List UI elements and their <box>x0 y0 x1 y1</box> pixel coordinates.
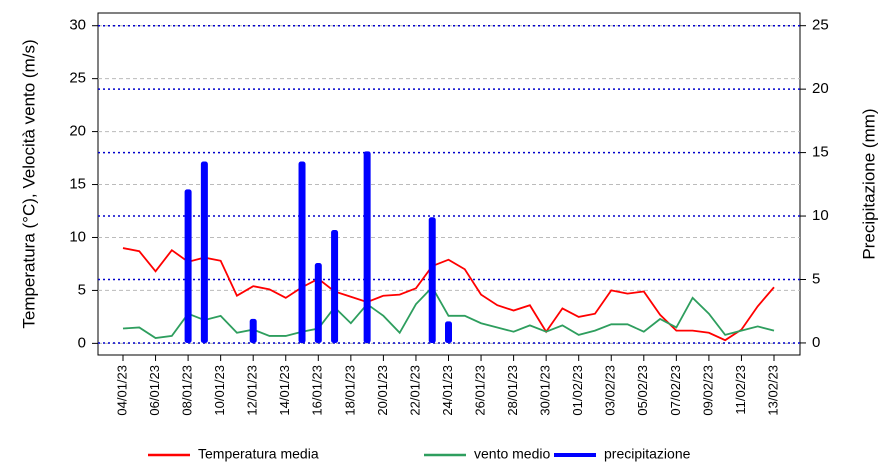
y2-tick-label: 5 <box>812 270 820 287</box>
x-tick-label: 11/02/23 <box>733 365 748 415</box>
y-tick-label: 20 <box>69 123 86 140</box>
legend-label: precipitazione <box>604 446 691 462</box>
x-tick-label: 01/02/23 <box>570 365 585 416</box>
y2-tick-label: 15 <box>812 144 829 161</box>
y2-tick-label: 20 <box>812 80 829 97</box>
x-tick-label: 10/01/23 <box>212 365 227 416</box>
bar <box>428 217 436 343</box>
y-tick-label: 15 <box>69 175 86 192</box>
bar <box>314 262 322 343</box>
bar <box>200 161 208 343</box>
x-tick-label: 26/01/23 <box>472 365 487 416</box>
bar <box>249 318 257 343</box>
y-tick-label: 5 <box>78 281 86 298</box>
x-tick-label: 12/01/23 <box>245 365 260 416</box>
x-tick-label: 05/02/23 <box>635 365 650 416</box>
y-tick-label: 30 <box>69 17 86 34</box>
x-tick-label: 03/02/23 <box>603 365 618 416</box>
y-axis-label: Temperatura (°C), Velocità vento (m/s) <box>19 39 38 328</box>
x-tick-label: 04/01/23 <box>114 365 129 416</box>
x-tick-label: 07/02/23 <box>668 365 683 416</box>
bar <box>331 230 339 343</box>
bar <box>184 189 192 343</box>
legend-label: vento medio <box>474 446 550 462</box>
x-tick-label: 09/02/23 <box>700 365 715 416</box>
x-tick-label: 08/01/23 <box>180 365 195 416</box>
x-tick-label: 13/02/23 <box>765 365 780 416</box>
y2-axis-label: Precipitazione (mm) <box>859 108 878 259</box>
x-tick-label: 28/01/23 <box>505 365 520 416</box>
y-tick-label: 25 <box>69 70 86 87</box>
x-tick-label: 16/01/23 <box>310 365 325 416</box>
bar <box>445 321 452 343</box>
y2-tick-label: 0 <box>812 334 820 351</box>
x-tick-label: 14/01/23 <box>277 365 292 416</box>
y-tick-label: 10 <box>69 228 86 245</box>
x-tick-label: 06/01/23 <box>147 365 162 416</box>
y-tick-label: 0 <box>78 334 86 351</box>
line <box>122 247 775 342</box>
legend-label: Temperatura media <box>198 446 319 462</box>
x-tick-label: 24/01/23 <box>440 365 455 416</box>
x-tick-label: 20/01/23 <box>375 365 390 416</box>
x-tick-label: 22/01/23 <box>407 365 422 416</box>
y2-tick-label: 25 <box>812 17 829 34</box>
y2-tick-label: 10 <box>812 207 829 224</box>
x-tick-label: 30/01/23 <box>538 365 553 416</box>
bar <box>298 161 306 343</box>
x-tick-label: 18/01/23 <box>342 365 357 416</box>
line <box>122 285 775 339</box>
bar <box>363 151 371 343</box>
